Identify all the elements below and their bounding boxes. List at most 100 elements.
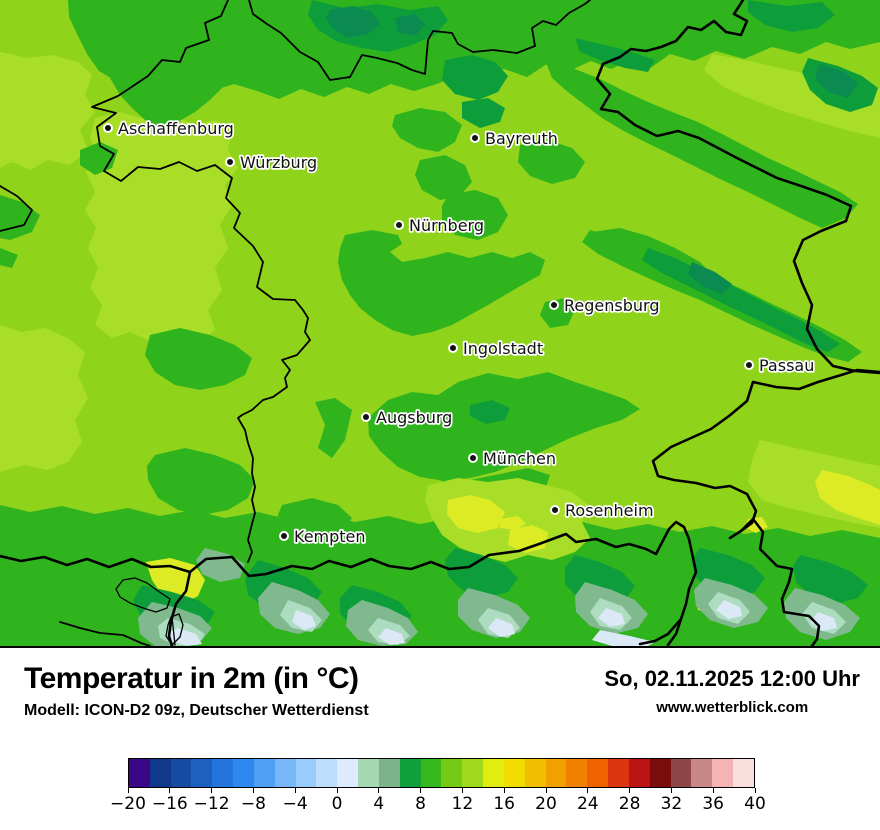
city-marker: Augsburg bbox=[361, 406, 454, 429]
tick-label: 0 bbox=[331, 794, 343, 814]
city-label: Ingolstadt bbox=[463, 339, 543, 358]
model-label: Modell: ICON-D2 09z, Deutscher Wetterdie… bbox=[24, 702, 369, 719]
tick-mark bbox=[294, 788, 296, 793]
tick-mark bbox=[420, 788, 422, 793]
tick-label: −20 bbox=[110, 794, 146, 814]
tick-label: −4 bbox=[282, 794, 308, 814]
city-dot bbox=[470, 133, 480, 143]
map-panel: Aschaffenburg Würzburg Bayreuth Nürnberg Reg… bbox=[0, 0, 880, 648]
tick-mark bbox=[587, 788, 589, 793]
colorbar-segment bbox=[316, 759, 338, 787]
tick-mark bbox=[336, 788, 338, 793]
tick-label: 20 bbox=[535, 794, 557, 814]
colorbar-segment bbox=[441, 759, 463, 787]
city-marker: München bbox=[468, 447, 558, 470]
date-block: So, 02.11.2025 12:00 Uhr www.wetterblick… bbox=[604, 666, 860, 716]
colorbar-segment bbox=[337, 759, 359, 787]
city-marker: Bayreuth bbox=[470, 127, 560, 150]
colorbar-segment bbox=[170, 759, 192, 787]
city-dot bbox=[103, 123, 113, 133]
colorbar-segment bbox=[420, 759, 442, 787]
city-marker: Regensburg bbox=[549, 294, 661, 317]
city-label: Regensburg bbox=[564, 296, 659, 315]
city-dot bbox=[225, 157, 235, 167]
footer-panel: Temperatur in 2m (in °C) Modell: ICON-D2… bbox=[0, 648, 880, 830]
city-label: Passau bbox=[759, 356, 814, 375]
colorbar-segment bbox=[212, 759, 234, 787]
colorbar-segment bbox=[253, 759, 275, 787]
city-dot bbox=[468, 453, 478, 463]
city-label: Kempten bbox=[294, 527, 366, 546]
city-dot bbox=[394, 220, 404, 230]
tick-mark bbox=[712, 788, 714, 793]
city-marker: Passau bbox=[744, 354, 816, 377]
colorbar-segment bbox=[628, 759, 650, 787]
colorbar-segment bbox=[608, 759, 629, 787]
city-dot bbox=[550, 505, 560, 515]
bodensee-outline bbox=[115, 577, 171, 613]
tick-label: 4 bbox=[373, 794, 385, 814]
tick-mark bbox=[378, 788, 380, 793]
colorbar-segment bbox=[691, 759, 713, 787]
teal-green-spots bbox=[326, 6, 858, 294]
city-label: München bbox=[483, 449, 556, 468]
colorbar-segment bbox=[399, 759, 421, 787]
colorbar-segment bbox=[378, 759, 400, 787]
tick-label: −8 bbox=[240, 794, 266, 814]
page-title: Temperatur in 2m (in °C) bbox=[24, 662, 359, 695]
city-dot bbox=[744, 360, 754, 370]
tick-label: −12 bbox=[193, 794, 230, 814]
tick-label: 40 bbox=[744, 794, 766, 814]
colorbar-segment bbox=[566, 759, 588, 787]
website-label: www.wetterblick.com bbox=[656, 699, 809, 716]
colorbar-segment bbox=[587, 759, 609, 787]
tick-mark bbox=[252, 788, 254, 793]
tick-label: 16 bbox=[493, 794, 515, 814]
tick-label: 12 bbox=[451, 794, 474, 814]
tick-label: 28 bbox=[618, 794, 641, 814]
datetime-label: So, 02.11.2025 12:00 Uhr bbox=[604, 666, 860, 691]
city-marker: Rosenheim bbox=[550, 499, 655, 522]
tick-mark bbox=[754, 788, 756, 793]
liechtenstein-outline bbox=[165, 613, 184, 646]
colorbar-segment bbox=[149, 759, 171, 787]
colorbar-segment bbox=[483, 759, 504, 787]
tick-label: 36 bbox=[702, 794, 724, 814]
colorbar-segment bbox=[503, 759, 525, 787]
temperature-colorbar bbox=[128, 758, 755, 788]
city-label: Würzburg bbox=[240, 153, 317, 172]
tick-mark bbox=[169, 788, 171, 793]
colorbar-segment bbox=[524, 759, 546, 787]
tick-label: 8 bbox=[415, 794, 426, 814]
colorbar-segment bbox=[462, 759, 484, 787]
city-dot bbox=[549, 300, 559, 310]
colorbar-segment bbox=[295, 759, 317, 787]
city-label: Aschaffenburg bbox=[118, 119, 234, 138]
tick-mark bbox=[127, 788, 129, 793]
city-marker: Kempten bbox=[279, 525, 367, 548]
tick-mark bbox=[503, 788, 505, 793]
city-label: Augsburg bbox=[376, 408, 452, 427]
state-borders bbox=[0, 0, 591, 646]
colorbar-segment bbox=[358, 759, 379, 787]
city-dot bbox=[448, 343, 458, 353]
city-label: Bayreuth bbox=[485, 129, 558, 148]
city-dot bbox=[279, 531, 289, 541]
city-layer: Aschaffenburg Würzburg Bayreuth Nürnberg Reg… bbox=[103, 117, 816, 548]
city-label: Rosenheim bbox=[565, 501, 654, 520]
colorbar-segment bbox=[233, 759, 254, 787]
colorbar-segment bbox=[545, 759, 567, 787]
colorbar-segment bbox=[649, 759, 671, 787]
temperature-map: Aschaffenburg Würzburg Bayreuth Nürnberg Reg… bbox=[0, 0, 880, 646]
city-marker: Aschaffenburg bbox=[103, 117, 235, 140]
colorbar-segment bbox=[670, 759, 692, 787]
country-borders bbox=[0, 0, 880, 646]
tick-mark bbox=[461, 788, 463, 793]
colorbar-segment bbox=[733, 759, 754, 787]
city-marker: Ingolstadt bbox=[448, 337, 545, 360]
tick-mark bbox=[670, 788, 672, 793]
colorbar-segment bbox=[274, 759, 296, 787]
lake-and-small-borders bbox=[115, 577, 184, 646]
colorbar-segment bbox=[712, 759, 734, 787]
